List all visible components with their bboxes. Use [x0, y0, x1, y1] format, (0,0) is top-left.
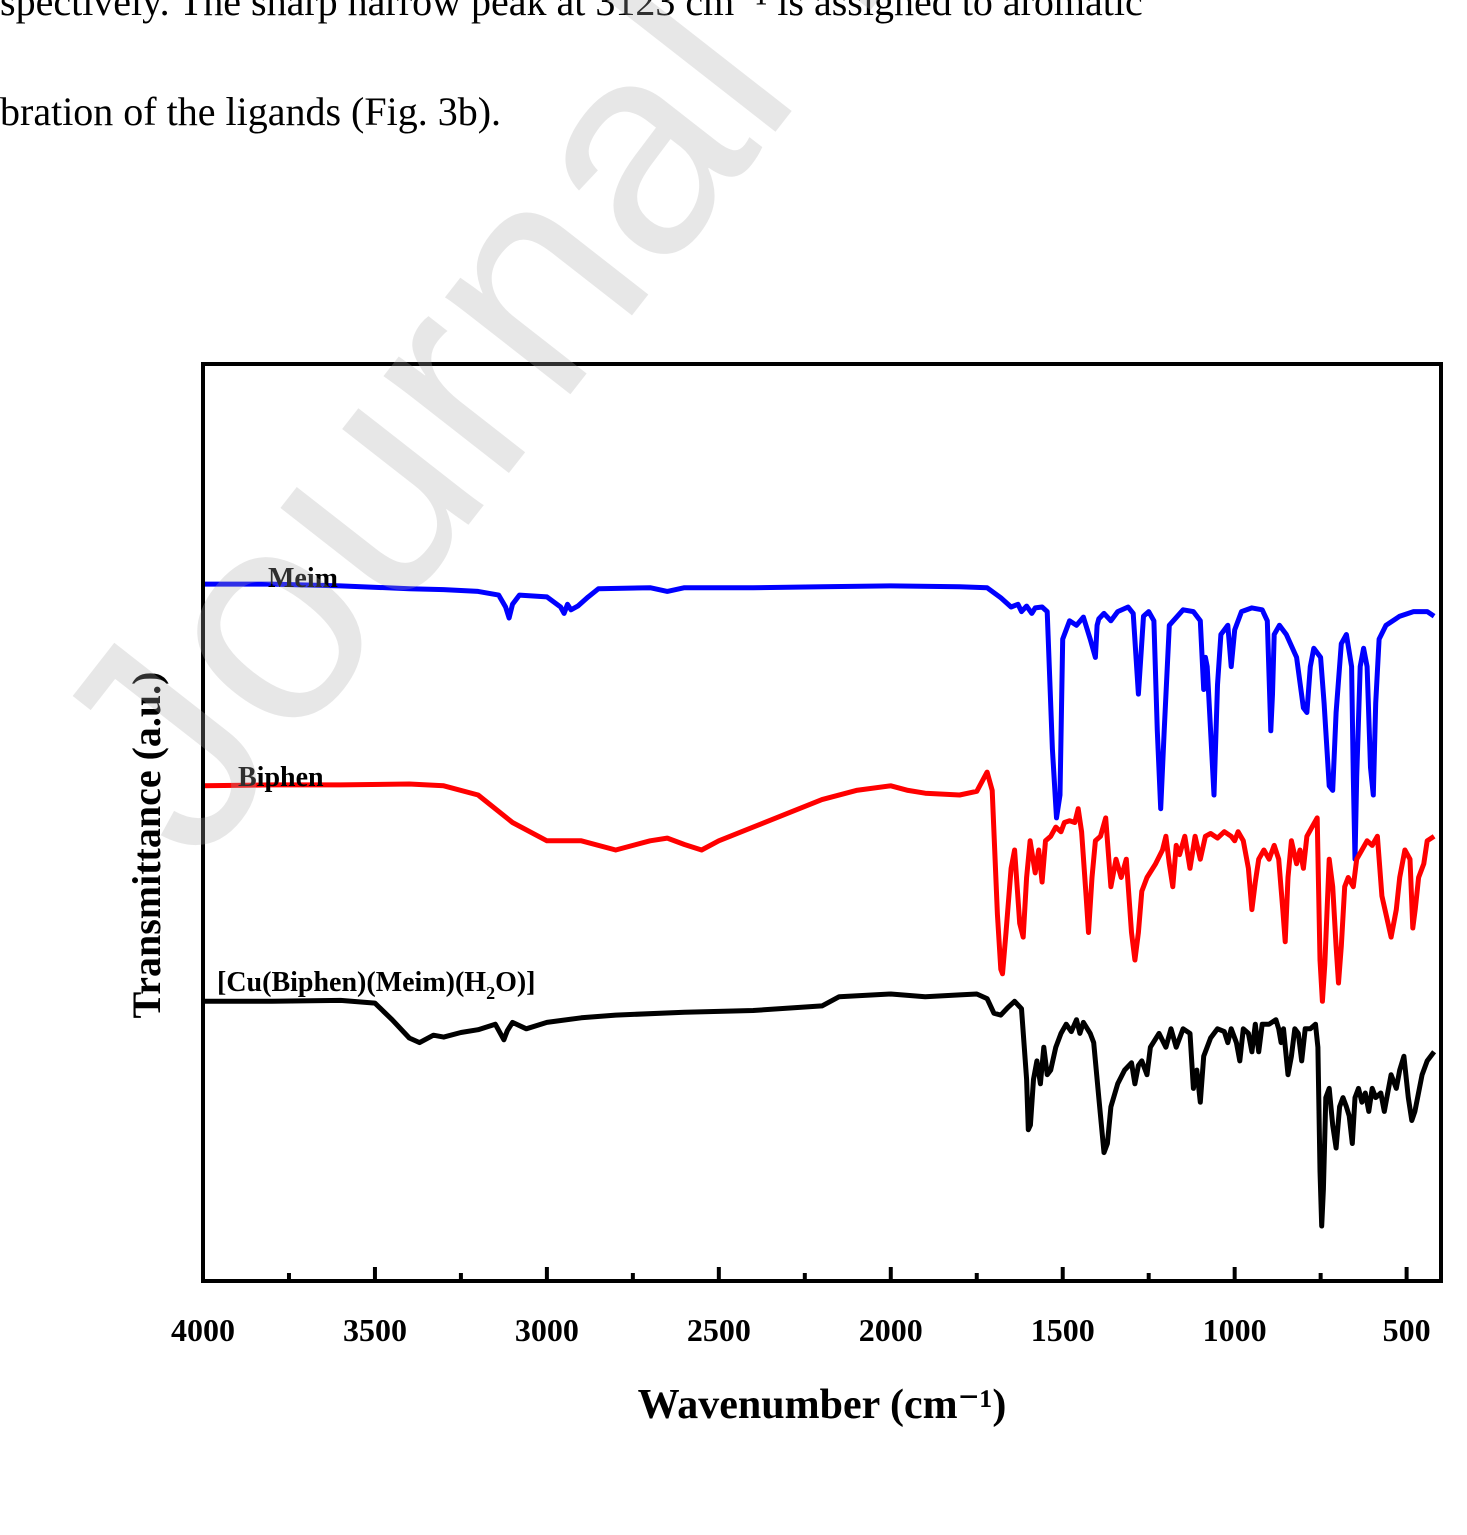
x-tick-label: 3500	[343, 1312, 407, 1348]
x-tick-label: 3000	[515, 1312, 579, 1348]
y-axis-title: Transmittance (a.u.)	[124, 672, 169, 1019]
body-text-line-2: bration of the ligands (Fig. 3b).	[0, 89, 502, 134]
x-tick-label: 2500	[687, 1312, 751, 1348]
series-label-complex: [Cu(Biphen)(Meim)(H2O)]	[217, 967, 536, 1003]
series-label-meim: Meim	[268, 563, 338, 594]
x-tick-label: 2000	[859, 1312, 923, 1348]
series-label-biphen: Biphen	[238, 762, 324, 793]
x-tick-label: 1000	[1203, 1312, 1267, 1348]
body-text-line-1: spectively. The sharp narrow peak at 312…	[0, 0, 1143, 24]
series-line-1	[203, 581, 1436, 862]
x-tick-label: 500	[1383, 1312, 1431, 1348]
tick-layer: 4000 3500 3000 2500 2000 1500 1000 500	[171, 1267, 1431, 1348]
x-axis-title: Wavenumber (cm⁻¹)	[638, 1382, 1007, 1428]
plot-frame	[201, 362, 1443, 1283]
x-tick-label: 1500	[1031, 1312, 1095, 1348]
label-layer: Meim Biphen [Cu(Biphen)(Meim)(H2O)]	[217, 563, 536, 1003]
series-line-3	[203, 991, 1437, 1229]
x-tick-label: 4000	[171, 1312, 235, 1348]
series-line-2	[202, 769, 1436, 1004]
series-layer	[202, 581, 1437, 1229]
